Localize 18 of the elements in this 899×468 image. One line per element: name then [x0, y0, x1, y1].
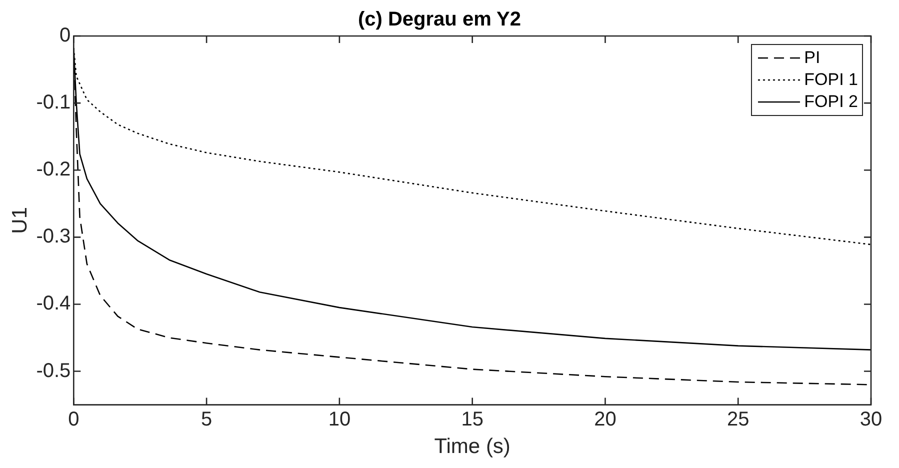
- x-tick-label: 30: [860, 408, 882, 430]
- legend-label: FOPI 2: [804, 91, 858, 113]
- x-tick-label: 25: [726, 408, 750, 430]
- y-tick-label: -0.2: [36, 158, 71, 181]
- legend-label: PI: [804, 47, 820, 69]
- y-tick-label: -0.3: [36, 226, 71, 248]
- x-tick-label: 10: [328, 408, 351, 430]
- x-tick-label: 20: [594, 408, 616, 430]
- y-tick-label: -0.5: [36, 360, 71, 382]
- y-axis-title: U1: [8, 206, 32, 234]
- legend-label: FOPI 1: [804, 69, 858, 91]
- x-tick-label: 5: [200, 408, 212, 430]
- chart-title: (c) Degrau em Y2: [358, 8, 522, 31]
- y-tick-label: 0: [60, 24, 71, 47]
- x-axis-title: Time (s): [434, 435, 510, 458]
- x-tick-label: 15: [461, 408, 484, 430]
- y-tick-label: -0.1: [36, 92, 71, 114]
- y-tick-label: -0.4: [36, 292, 71, 315]
